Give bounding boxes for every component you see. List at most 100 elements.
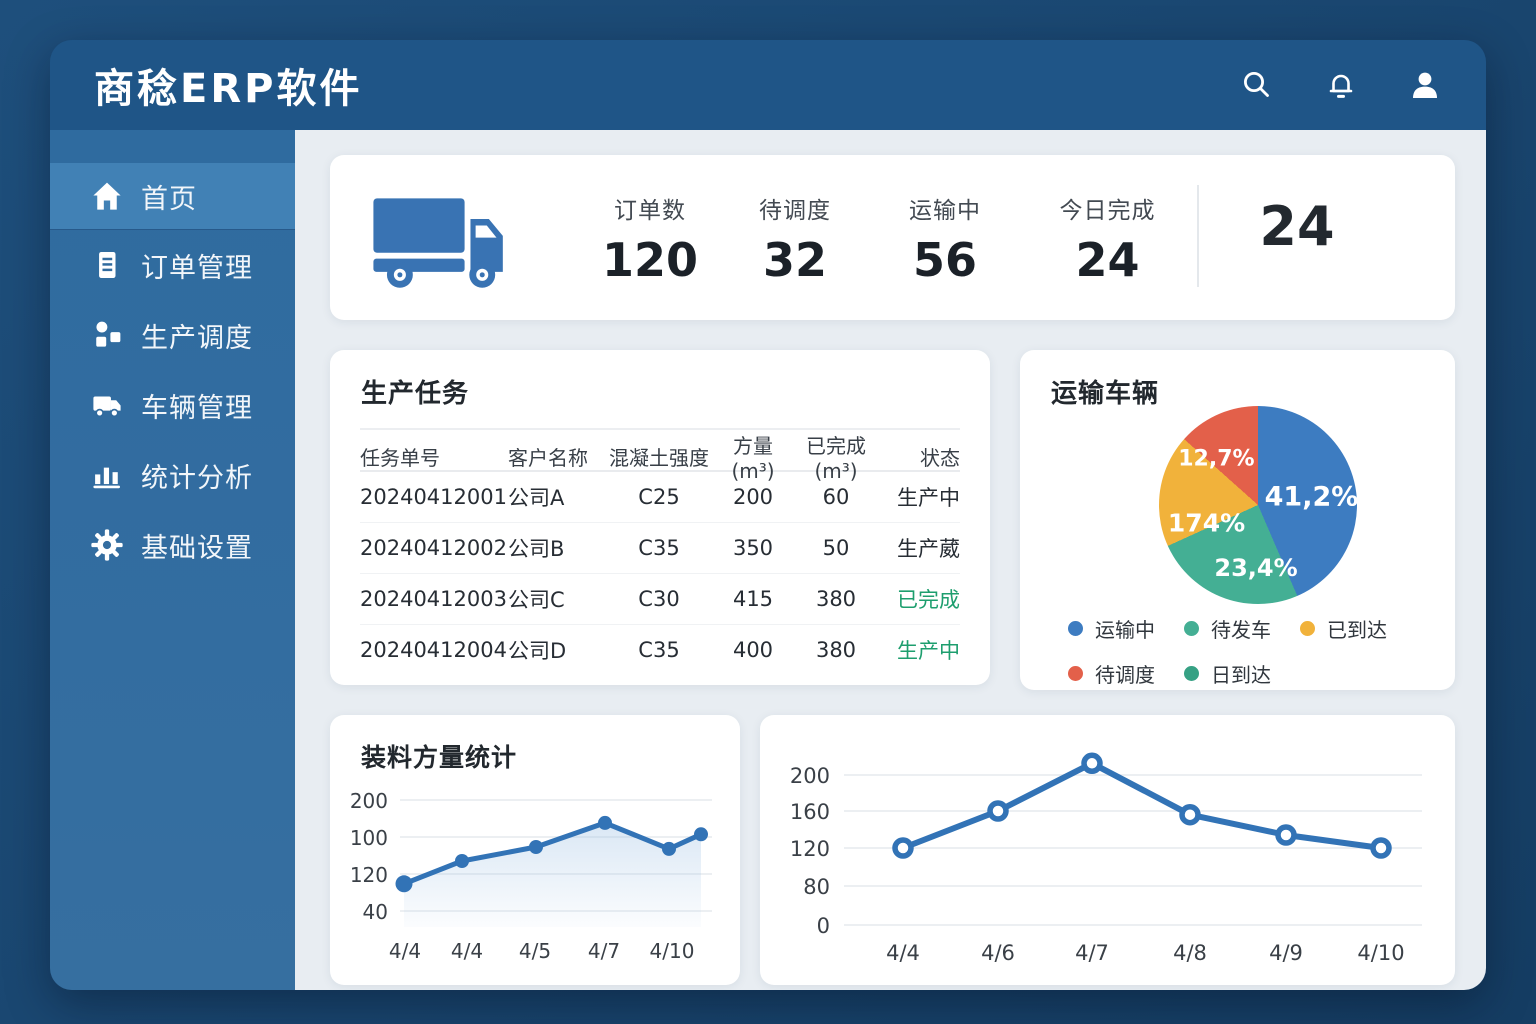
legend-dot xyxy=(1300,621,1315,636)
pie-slice-label: 41,2% xyxy=(1264,481,1359,513)
app-title: 商稔ERP软件 xyxy=(94,66,363,112)
status-badge: 生产中 xyxy=(897,639,960,663)
pie-slice-label: 174% xyxy=(1167,508,1246,538)
table-row[interactable]: 20240412002 公司B C35 350 50 生产葳 xyxy=(360,523,960,574)
volume: 415 xyxy=(732,587,774,611)
user-icon[interactable] xyxy=(1408,68,1442,102)
truck-icon xyxy=(93,396,121,418)
stat-value: 56 xyxy=(912,233,977,287)
task-id: 20240412002 xyxy=(360,536,507,560)
sidebar-item-production[interactable]: 生产调度 xyxy=(50,300,295,370)
legend-item-in-transit[interactable]: 运输中 xyxy=(1068,614,1184,643)
legend-item-pending-schedule[interactable]: 待调度 xyxy=(1068,659,1184,688)
stat-side-value: 24 xyxy=(1259,195,1335,258)
column-header: 任务单号 xyxy=(360,446,440,470)
sidebar-item-label: 订单管理 xyxy=(141,252,253,284)
svg-text:4/10: 4/10 xyxy=(1357,941,1404,965)
sidebar-item-label: 统计分析 xyxy=(141,462,253,494)
production-table: 任务单号 客户名称 混凝土强度 方量(m³) 已完成(m³) 状态 202404… xyxy=(360,428,960,675)
stat-label: 订单数 xyxy=(614,198,686,224)
table-row[interactable]: 20240412004 公司D C35 400 380 生产中 xyxy=(360,625,960,675)
customer: 公司B xyxy=(508,537,565,561)
app-window: 商稔ERP软件 xyxy=(50,40,1486,990)
task-id: 20240412001 xyxy=(360,485,507,509)
legend-label: 待发车 xyxy=(1211,618,1271,642)
stat-label: 今日完成 xyxy=(1059,198,1156,224)
svg-text:4/10: 4/10 xyxy=(650,939,695,963)
bell-icon[interactable] xyxy=(1324,68,1358,102)
svg-text:80: 80 xyxy=(803,875,830,899)
svg-text:120: 120 xyxy=(350,863,388,887)
stat-label: 待调度 xyxy=(759,198,831,224)
column-header: 客户名称 xyxy=(508,446,588,470)
volume: 200 xyxy=(732,485,774,509)
grade: C30 xyxy=(638,587,680,611)
task-id: 20240412004 xyxy=(360,638,507,662)
svg-text:200: 200 xyxy=(350,789,388,813)
sidebar-item-orders[interactable]: 订单管理 xyxy=(50,230,295,300)
stat-completed-today: 今日完成 24 xyxy=(1020,191,1195,287)
done-volume: 380 xyxy=(815,638,857,662)
svg-text:120: 120 xyxy=(790,837,830,861)
legend-item-arrived[interactable]: 已到达 xyxy=(1300,614,1416,643)
stat-value: 32 xyxy=(762,233,827,287)
svg-text:4/4: 4/4 xyxy=(389,939,421,963)
stat-label: 运输中 xyxy=(909,198,981,224)
table-row[interactable]: 20240412001 公司A C25 200 60 生产中 xyxy=(360,472,960,523)
legend-item-awaiting-dispatch[interactable]: 待发车 xyxy=(1184,614,1300,643)
customer: 公司C xyxy=(508,588,565,612)
status-badge: 已完成 xyxy=(897,588,960,612)
table-row[interactable]: 20240412003 公司C C30 415 380 已完成 xyxy=(360,574,960,625)
content-area: 订单数 120 待调度 32 运输中 56 今日完成 24 24 xyxy=(295,130,1486,990)
sidebar-item-vehicles[interactable]: 车辆管理 xyxy=(50,370,295,440)
column-header: 状态 xyxy=(920,446,960,470)
legend-dot xyxy=(1184,621,1199,636)
sidebar: 首页 订单管理 xyxy=(50,130,295,990)
vehicles-title: 运输车辆 xyxy=(1051,379,1160,409)
svg-text:4/4: 4/4 xyxy=(886,941,920,965)
home-icon xyxy=(93,182,121,210)
sidebar-menu: 首页 订单管理 xyxy=(50,130,295,580)
table-header-row: 任务单号 客户名称 混凝土强度 方量(m³) 已完成(m³) 状态 xyxy=(360,430,960,483)
grade: C25 xyxy=(638,485,680,509)
volume: 400 xyxy=(732,638,774,662)
sidebar-item-settings[interactable]: 基础设置 xyxy=(50,510,295,580)
pie-slice-label: 23,4% xyxy=(1214,554,1298,583)
stat-in-transit: 运输中 56 xyxy=(875,191,1015,287)
stat-divider xyxy=(1197,185,1199,287)
pie-legend: 运输中 待发车 已到达 待调度 xyxy=(1068,614,1422,688)
done-volume: 380 xyxy=(815,587,857,611)
truck-icon xyxy=(373,198,503,288)
sidebar-item-label: 首页 xyxy=(141,183,197,215)
search-icon[interactable] xyxy=(1240,68,1274,102)
sidebar-item-label: 生产调度 xyxy=(141,322,253,354)
document-icon xyxy=(99,251,116,279)
gear-icon xyxy=(91,529,123,561)
column-header: 已完成(m³) xyxy=(806,434,866,483)
stat-orders: 订单数 120 xyxy=(580,191,720,287)
transport-trend-chart: 200 160 120 80 0 4/4 4/6 4/7 4/8 4/9 4/10 xyxy=(790,752,1422,965)
sidebar-item-statistics[interactable]: 统计分析 xyxy=(50,440,295,510)
legend-label: 待调度 xyxy=(1095,663,1155,687)
stats-card: 订单数 120 待调度 32 运输中 56 今日完成 24 24 xyxy=(330,155,1455,320)
done-volume: 60 xyxy=(822,485,850,509)
vehicles-pie-chart: 41,2% 23,4% 174% 12,7% xyxy=(1159,406,1359,604)
bar-chart-icon xyxy=(93,467,121,489)
legend-item-arrived-today[interactable]: 日到达 xyxy=(1184,659,1300,688)
volume: 350 xyxy=(732,536,774,560)
done-volume: 50 xyxy=(822,536,850,560)
legend-dot xyxy=(1184,666,1199,681)
loading-volume-card: 装料方量统计 200 100 120 40 4/4 4/4 4/5 4/7 4/10 xyxy=(330,715,740,985)
customer: 公司A xyxy=(508,486,565,510)
loading-volume-title: 装料方量统计 xyxy=(361,743,518,772)
legend-label: 运输中 xyxy=(1095,618,1155,642)
svg-text:4/8: 4/8 xyxy=(1173,941,1207,965)
pie-slice-label: 12,7% xyxy=(1178,446,1255,472)
status-badge: 生产葳 xyxy=(897,537,960,561)
svg-text:100: 100 xyxy=(350,826,388,850)
sidebar-item-home[interactable]: 首页 xyxy=(50,163,295,230)
production-title: 生产任务 xyxy=(361,379,470,409)
svg-text:4/4: 4/4 xyxy=(451,939,483,963)
svg-text:4/9: 4/9 xyxy=(1269,941,1303,965)
